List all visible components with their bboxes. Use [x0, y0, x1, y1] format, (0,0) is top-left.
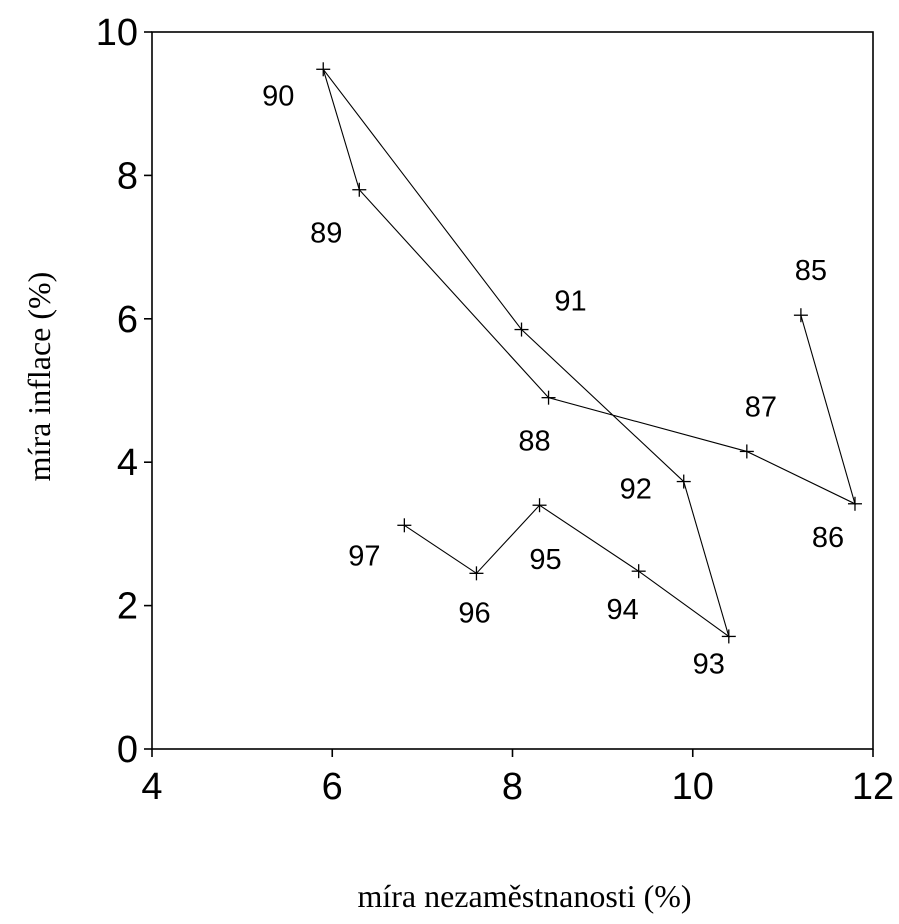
series-line — [322, 68, 856, 638]
point-label: 86 — [812, 522, 844, 554]
data-point: 87 — [739, 391, 777, 459]
y-tick-label: 10 — [96, 12, 138, 54]
data-point: 89 — [310, 182, 367, 250]
point-label: 92 — [620, 474, 652, 506]
point-label: 97 — [348, 540, 380, 572]
point-label: 94 — [607, 594, 639, 626]
data-point: 86 — [812, 496, 862, 554]
data-point: 97 — [348, 518, 412, 572]
point-label: 95 — [529, 544, 561, 576]
x-axis-title: míra nezaměstnanosti (%) — [357, 878, 691, 914]
data-point: 94 — [607, 564, 646, 626]
data-point: 92 — [620, 474, 691, 506]
series: 85 86 87 88 89 90 91 92 93 94 95 96 97 — [262, 62, 862, 680]
data-point: 96 — [458, 566, 491, 629]
data-point: 88 — [518, 390, 556, 458]
point-label: 89 — [310, 218, 342, 250]
x-tick-label: 12 — [852, 766, 894, 808]
y-tick-label: 4 — [117, 442, 138, 484]
point-label: 85 — [795, 255, 827, 287]
data-point: 85 — [793, 255, 827, 323]
data-point: 91 — [514, 286, 587, 337]
y-tick-label: 8 — [117, 155, 138, 197]
y-tick-label: 2 — [117, 586, 138, 628]
x-tick-label: 4 — [141, 766, 162, 808]
x-tick-label: 8 — [502, 766, 523, 808]
point-label: 93 — [693, 648, 725, 680]
x-tick-label: 6 — [322, 766, 343, 808]
point-label: 96 — [458, 597, 490, 629]
point-label: 90 — [262, 80, 294, 112]
data-point: 93 — [693, 629, 736, 680]
y-tick-label: 6 — [117, 299, 138, 341]
point-label: 87 — [745, 391, 777, 423]
x-tick-label: 10 — [672, 766, 714, 808]
x-axis: 4 6 8 10 12 — [141, 749, 894, 808]
point-label: 88 — [518, 426, 550, 458]
point-label: 91 — [554, 286, 586, 318]
data-point: 90 — [262, 62, 331, 112]
y-tick-label: 0 — [117, 729, 138, 771]
data-point: 95 — [529, 498, 562, 576]
y-axis-title: míra inflace (%) — [21, 272, 57, 482]
y-axis: 0 2 4 6 8 10 — [96, 12, 152, 771]
